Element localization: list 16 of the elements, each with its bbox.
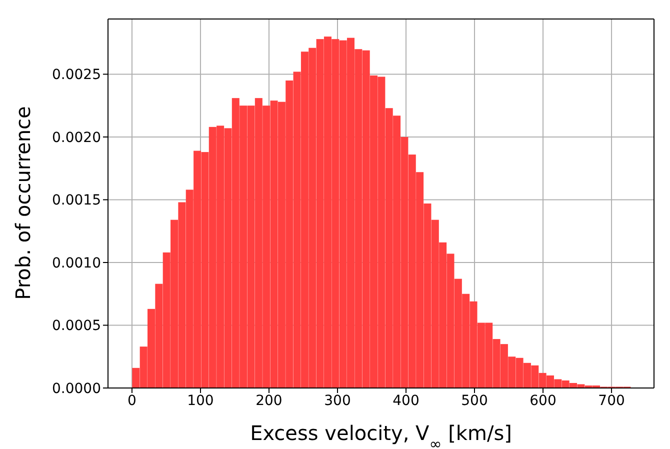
y-tick-label: 0.0005 [52, 318, 101, 334]
x-tick-label: 400 [392, 392, 420, 409]
x-tick-label: 500 [461, 392, 488, 409]
y-tick-label: 0.0020 [52, 130, 101, 146]
x-tick-label: 200 [256, 392, 282, 409]
y-tick-label: 0.0000 [52, 380, 101, 397]
y-axis-title: Prob. of occurrence [11, 106, 35, 300]
y-tick-label: 0.0025 [52, 67, 101, 84]
x-tick-label: 300 [324, 392, 351, 409]
x-tick-label: 100 [187, 392, 214, 409]
y-tick-label: 0.0015 [52, 192, 101, 209]
x-tick-label: 0 [128, 392, 136, 409]
x-tick-label: 700 [598, 392, 625, 409]
y-tick-label: 0.0010 [52, 255, 101, 272]
x-axis-title: Excess velocity, V$_{∞}$ [km/s] [250, 421, 512, 449]
x-tick-label: 600 [530, 392, 556, 409]
